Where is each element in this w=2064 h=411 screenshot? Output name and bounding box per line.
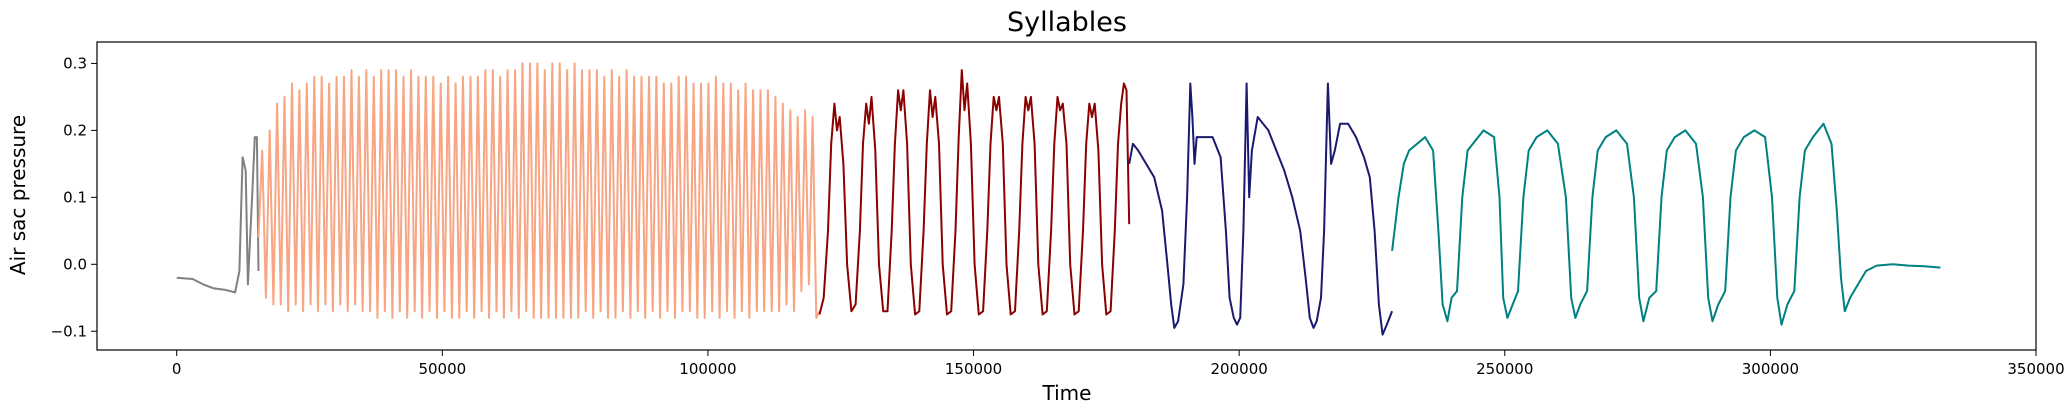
x-axis-title: Time [1042, 381, 1092, 405]
x-axis-ticks: 0 50000 100000 150000 200000 250000 300000 3500… [172, 350, 2064, 378]
y-axis-ticks: −0.1 0.0 0.1 0.2 0.3 [51, 54, 97, 340]
x-tick-label: 200000 [1211, 360, 1268, 378]
y-axis-title: Air sac pressure [6, 115, 30, 275]
x-tick-label: 50000 [418, 360, 466, 378]
series-line-5 [1391, 122, 1941, 326]
series-line-1 [176, 136, 260, 294]
y-tick-label: 0.0 [63, 255, 87, 273]
x-tick-label: 150000 [945, 360, 1002, 378]
x-tick-label: 0 [172, 360, 182, 378]
y-tick-label: 0.3 [63, 54, 87, 72]
x-tick-label: 350000 [2007, 360, 2064, 378]
series-line-2 [257, 62, 821, 319]
x-tick-label: 100000 [679, 360, 736, 378]
series-lines [176, 62, 1941, 336]
x-tick-label: 250000 [1476, 360, 1533, 378]
x-tick-label: 300000 [1742, 360, 1799, 378]
y-tick-label: 0.2 [63, 121, 87, 139]
y-tick-label: −0.1 [51, 322, 87, 340]
series-line-4 [1128, 82, 1394, 336]
series-line-3 [818, 69, 1131, 316]
chart-title: Syllables [1007, 7, 1127, 38]
y-tick-label: 0.1 [63, 188, 87, 206]
plot-frame [96, 41, 2037, 351]
